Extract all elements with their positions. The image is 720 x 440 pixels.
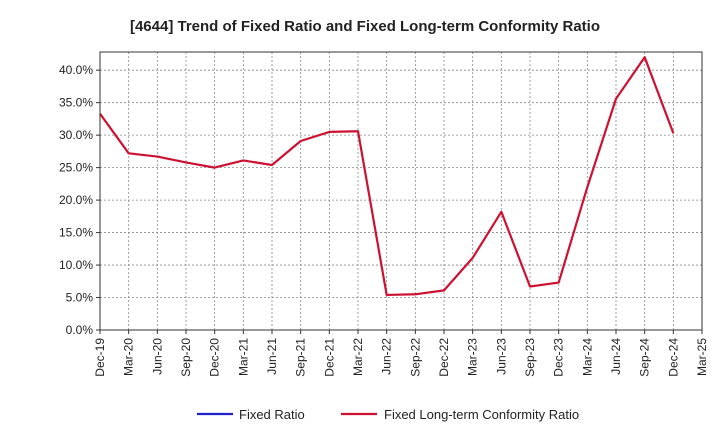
x-tick-label: Sep-21 <box>294 338 308 377</box>
y-tick-label: 25.0% <box>59 161 93 175</box>
legend-label: Fixed Long-term Conformity Ratio <box>384 407 579 422</box>
y-tick-label: 0.0% <box>66 323 94 337</box>
y-tick-label: 40.0% <box>59 63 93 77</box>
grid-lines <box>99 52 703 331</box>
x-tick-label: Dec-19 <box>93 338 107 377</box>
x-tick-label: Jun-21 <box>265 338 279 375</box>
x-tick-label: Jun-22 <box>380 338 394 375</box>
x-tick-label: Mar-20 <box>122 338 136 376</box>
x-axis-ticks: Dec-19 Mar-20 Jun-20 Sep-20 Dec-20 Mar-21 Jun-… <box>93 330 709 377</box>
y-tick-label: 35.0% <box>59 96 93 110</box>
series-line <box>99 56 675 297</box>
y-tick-label: 5.0% <box>66 291 94 305</box>
legend-label: Fixed Ratio <box>239 407 305 422</box>
legend: Fixed Ratio Fixed Long-term Conformity Ra… <box>197 407 579 422</box>
x-tick-label: Sep-23 <box>523 338 537 377</box>
x-tick-label: Dec-22 <box>437 338 451 377</box>
x-tick-label: Dec-21 <box>322 338 336 377</box>
x-tick-label: Jun-20 <box>150 338 164 375</box>
y-tick-label: 30.0% <box>59 128 93 142</box>
x-tick-label: Jun-23 <box>494 338 508 375</box>
x-tick-label: Mar-21 <box>236 338 250 376</box>
x-tick-label: Sep-24 <box>638 338 652 377</box>
x-tick-label: Dec-24 <box>666 338 680 377</box>
y-tick-label: 10.0% <box>59 258 93 272</box>
x-tick-label: Mar-22 <box>351 338 365 376</box>
x-tick-label: Sep-20 <box>179 338 193 377</box>
y-tick-label: 20.0% <box>59 193 93 207</box>
chart-title: [4644] Trend of Fixed Ratio and Fixed Lo… <box>130 18 600 35</box>
plot-border <box>99 51 703 331</box>
x-tick-label: Dec-20 <box>208 338 222 377</box>
series-lines <box>99 56 675 297</box>
x-tick-label: Sep-22 <box>408 338 422 377</box>
x-tick-label: Mar-23 <box>466 338 480 376</box>
y-tick-label: 15.0% <box>59 226 93 240</box>
y-axis-ticks: 0.0% 5.0% 10.0% 15.0% 20.0% 25.0% 30.0% 35.0% 40… <box>59 63 100 337</box>
x-tick-label: Mar-25 <box>695 338 709 376</box>
x-tick-label: Mar-24 <box>580 338 594 376</box>
x-tick-label: Jun-24 <box>609 338 623 375</box>
x-tick-label: Dec-23 <box>552 338 566 377</box>
